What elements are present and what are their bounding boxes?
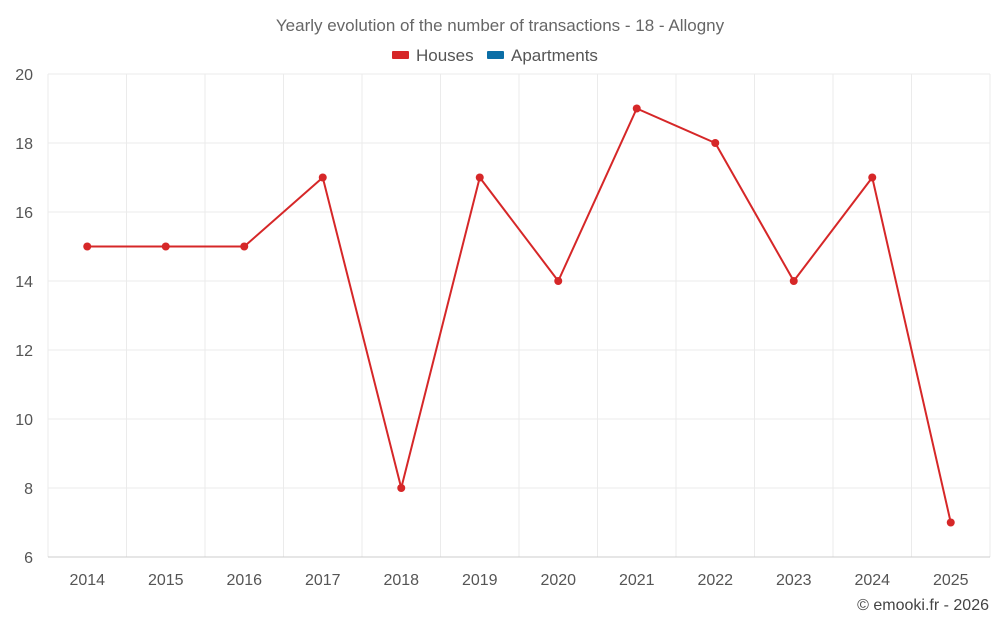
legend-label-houses: Houses: [416, 46, 474, 65]
data-point-houses-2020[interactable]: [554, 277, 563, 285]
legend-swatch-houses: [392, 51, 409, 59]
x-tick-label: 2020: [540, 572, 576, 589]
chart-title: Yearly evolution of the number of transa…: [276, 16, 725, 35]
data-point-houses-2025[interactable]: [946, 518, 955, 527]
x-tick-label: 2014: [69, 572, 105, 589]
grid: [47, 73, 991, 557]
legend-item-apartments[interactable]: Apartments: [487, 46, 598, 65]
x-tick-label: 2021: [619, 572, 655, 589]
data-point-houses-2014[interactable]: [83, 242, 92, 251]
y-tick-label: 10: [15, 412, 33, 429]
data-point-houses-2018[interactable]: [397, 484, 406, 492]
y-tick-label: 18: [15, 136, 33, 153]
y-tick-label: 8: [24, 481, 33, 498]
series-layer: [83, 104, 955, 527]
data-point-houses-2024[interactable]: [868, 173, 877, 182]
y-tick-label: 12: [15, 343, 33, 360]
data-point-houses-2022[interactable]: [711, 139, 720, 147]
x-tick-label: 2016: [226, 572, 262, 589]
axes: 6 8 10 12 14 16 18 20 2014 2015 2016 2017 2018 2019 20…: [15, 67, 990, 589]
data-point-houses-2017[interactable]: [318, 173, 327, 182]
x-tick-label: 2017: [305, 572, 341, 589]
legend-item-houses[interactable]: Houses: [392, 46, 474, 65]
y-tick-label: 6: [24, 550, 33, 567]
legend-label-apartments: Apartments: [511, 46, 598, 65]
x-tick-label: 2024: [854, 572, 890, 589]
y-tick-label: 16: [15, 205, 33, 222]
x-tick-label: 2025: [933, 572, 969, 589]
x-tick-label: 2023: [776, 572, 812, 589]
y-tick-label: 14: [15, 274, 33, 291]
x-tick-label: 2019: [462, 572, 498, 589]
data-point-houses-2016[interactable]: [240, 242, 249, 251]
data-point-houses-2015[interactable]: [161, 242, 170, 251]
x-tick-label: 2022: [697, 572, 733, 589]
data-point-houses-2019[interactable]: [475, 173, 484, 182]
legend-swatch-apartments: [487, 51, 504, 59]
x-tick-label: 2018: [383, 572, 419, 589]
x-tick-label: 2015: [148, 572, 184, 589]
legend: Houses Apartments: [392, 46, 598, 65]
data-point-houses-2021[interactable]: [632, 104, 641, 113]
y-tick-label: 20: [15, 67, 33, 84]
series-line-houses: [87, 107, 952, 523]
credit-text: © emooki.fr - 2026: [857, 597, 989, 614]
data-point-houses-2023[interactable]: [789, 277, 798, 285]
